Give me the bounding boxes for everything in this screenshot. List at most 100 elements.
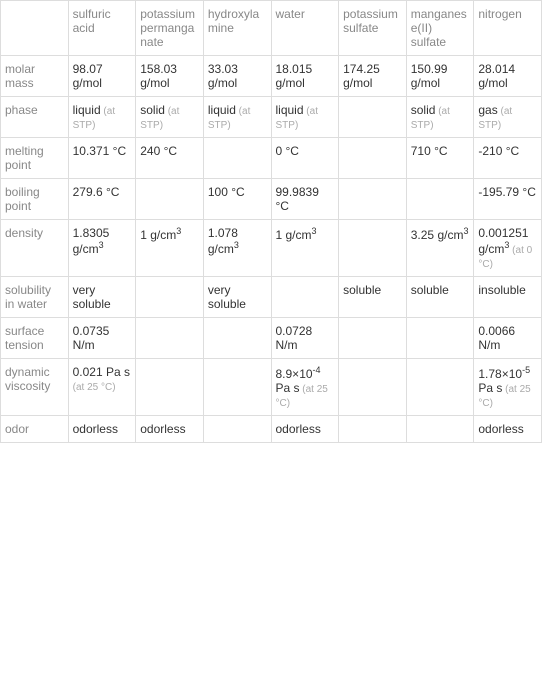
cell: -210 °C [474, 138, 542, 179]
cell: 158.03 g/mol [136, 56, 204, 97]
cell: odorless [271, 416, 339, 443]
cell [136, 179, 204, 220]
cell: 33.03 g/mol [203, 56, 271, 97]
cell [136, 318, 204, 359]
row-label: odor [1, 416, 69, 443]
header-col-0: sulfuric acid [68, 1, 136, 56]
cell [339, 179, 407, 220]
cell [203, 138, 271, 179]
cell-note: (at 25 °C) [478, 384, 530, 409]
cell: 1.78×10-5 Pa s (at 25 °C) [474, 359, 542, 416]
cell: 10.371 °C [68, 138, 136, 179]
table-row: dynamic viscosity0.021 Pa s (at 25 °C) 8.… [1, 359, 542, 416]
cell: 28.014 g/mol [474, 56, 542, 97]
table-row: odorodorlessodorlessodorlessodorless [1, 416, 542, 443]
cell [203, 359, 271, 416]
row-label: density [1, 220, 69, 277]
cell [406, 416, 474, 443]
cell-note: (at STP) [208, 106, 250, 131]
header-col-5: manganese(II) sulfate [406, 1, 474, 56]
cell [339, 318, 407, 359]
cell: solid (at STP) [136, 97, 204, 138]
cell [271, 277, 339, 318]
cell: 1 g/cm3 [136, 220, 204, 277]
cell-note: (at STP) [478, 106, 512, 131]
cell [136, 359, 204, 416]
header-col-4: potassium sulfate [339, 1, 407, 56]
cell: 100 °C [203, 179, 271, 220]
header-col-1: potassium permanganate [136, 1, 204, 56]
cell [406, 179, 474, 220]
cell: very soluble [68, 277, 136, 318]
cell [406, 359, 474, 416]
cell-note: (at STP) [140, 106, 179, 131]
cell: 174.25 g/mol [339, 56, 407, 97]
row-label: molar mass [1, 56, 69, 97]
cell: 1.8305 g/cm3 [68, 220, 136, 277]
cell: 99.9839 °C [271, 179, 339, 220]
table-row: phaseliquid (at STP)solid (at STP)liquid… [1, 97, 542, 138]
header-col-2: hydroxylamine [203, 1, 271, 56]
cell: odorless [474, 416, 542, 443]
cell: gas (at STP) [474, 97, 542, 138]
cell [406, 318, 474, 359]
cell: 1 g/cm3 [271, 220, 339, 277]
cell: 150.99 g/mol [406, 56, 474, 97]
cell-note: (at 25 °C) [73, 382, 116, 393]
cell: 3.25 g/cm3 [406, 220, 474, 277]
cell-note: (at 25 °C) [276, 384, 328, 409]
row-label: solubility in water [1, 277, 69, 318]
cell: insoluble [474, 277, 542, 318]
cell [203, 318, 271, 359]
table-row: density1.8305 g/cm31 g/cm31.078 g/cm31 g… [1, 220, 542, 277]
cell: 0.0735 N/m [68, 318, 136, 359]
cell [339, 220, 407, 277]
header-col-3: water [271, 1, 339, 56]
table-row: surface tension0.0735 N/m 0.0728 N/m 0.006… [1, 318, 542, 359]
cell: solid (at STP) [406, 97, 474, 138]
header-col-6: nitrogen [474, 1, 542, 56]
table-row: boiling point279.6 °C 100 °C99.9839 °C -19… [1, 179, 542, 220]
cell: 98.07 g/mol [68, 56, 136, 97]
table-row: molar mass98.07 g/mol158.03 g/mol33.03 g… [1, 56, 542, 97]
table-header-row: sulfuric acid potassium permanganate hyd… [1, 1, 542, 56]
cell [339, 138, 407, 179]
cell: 279.6 °C [68, 179, 136, 220]
cell: 18.015 g/mol [271, 56, 339, 97]
cell [136, 277, 204, 318]
cell: 0.0066 N/m [474, 318, 542, 359]
cell-note: (at STP) [411, 106, 450, 131]
cell: odorless [68, 416, 136, 443]
header-blank [1, 1, 69, 56]
cell [203, 416, 271, 443]
cell: 8.9×10-4 Pa s (at 25 °C) [271, 359, 339, 416]
row-label: dynamic viscosity [1, 359, 69, 416]
cell [339, 416, 407, 443]
row-label: boiling point [1, 179, 69, 220]
cell: soluble [339, 277, 407, 318]
cell [339, 97, 407, 138]
cell: liquid (at STP) [203, 97, 271, 138]
properties-table: sulfuric acid potassium permanganate hyd… [0, 0, 542, 443]
table-body: molar mass98.07 g/mol158.03 g/mol33.03 g… [1, 56, 542, 443]
row-label: melting point [1, 138, 69, 179]
cell: 240 °C [136, 138, 204, 179]
cell: odorless [136, 416, 204, 443]
cell: 0.021 Pa s (at 25 °C) [68, 359, 136, 416]
cell: 710 °C [406, 138, 474, 179]
cell [339, 359, 407, 416]
cell: liquid (at STP) [68, 97, 136, 138]
cell: 0.0728 N/m [271, 318, 339, 359]
cell-note: (at STP) [276, 106, 318, 131]
cell: 1.078 g/cm3 [203, 220, 271, 277]
table-row: melting point10.371 °C240 °C 0 °C 710 °C-2… [1, 138, 542, 179]
cell: 0.001251 g/cm3 (at 0 °C) [474, 220, 542, 277]
cell: very soluble [203, 277, 271, 318]
row-label: phase [1, 97, 69, 138]
cell: -195.79 °C [474, 179, 542, 220]
row-label: surface tension [1, 318, 69, 359]
cell: 0 °C [271, 138, 339, 179]
cell-note: (at STP) [73, 106, 115, 131]
table-row: solubility in watervery solublevery solu… [1, 277, 542, 318]
cell: liquid (at STP) [271, 97, 339, 138]
